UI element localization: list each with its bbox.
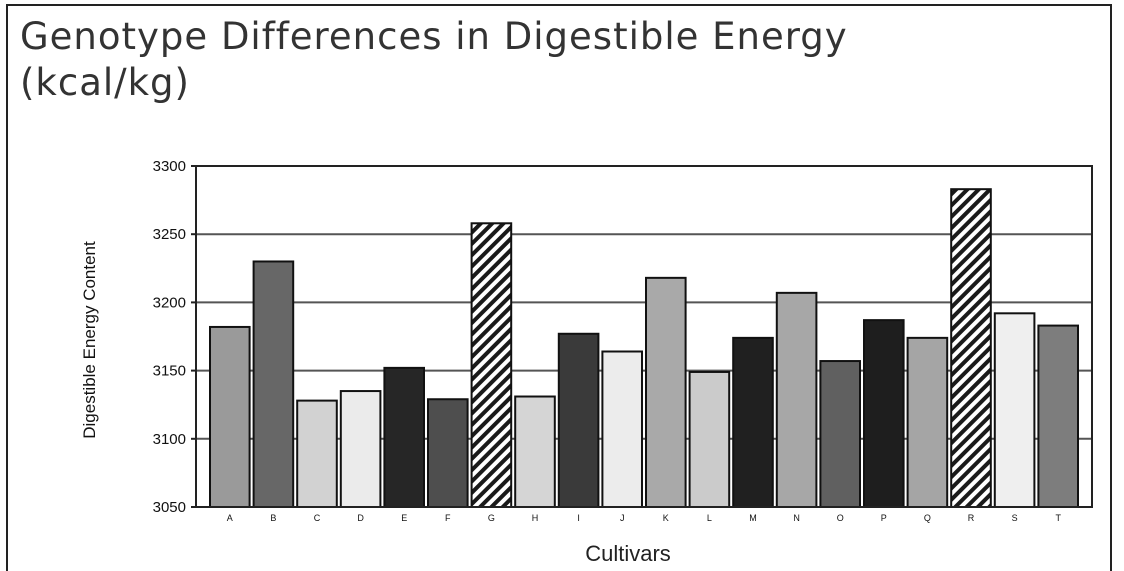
bar-d xyxy=(339,390,382,508)
bar-e xyxy=(383,366,425,509)
plot-border xyxy=(195,165,1093,508)
bar-s xyxy=(993,312,1036,509)
bar-n xyxy=(775,291,818,508)
y-tick-label: 3150 xyxy=(153,363,186,380)
y-tick-label: 3050 xyxy=(153,499,186,516)
x-tick-label: D xyxy=(357,513,364,523)
y-tick-label: 3300 xyxy=(153,158,186,175)
bar-j xyxy=(601,350,644,508)
bar-o xyxy=(819,360,862,508)
bar-a xyxy=(209,325,251,508)
x-tick-label: B xyxy=(270,513,276,523)
x-tick-label: A xyxy=(227,513,233,523)
y-tick-label: 3250 xyxy=(153,226,186,243)
bars xyxy=(209,188,1080,509)
chart-title: Genotype Differences in Digestible Energ… xyxy=(20,15,848,104)
x-tick-label: N xyxy=(793,513,800,523)
bar-c xyxy=(296,399,338,508)
bar-l xyxy=(688,370,731,508)
x-tick-label: P xyxy=(881,513,887,523)
bar-k xyxy=(645,276,687,508)
x-tick-label: C xyxy=(314,513,321,523)
x-tick-label: L xyxy=(707,513,712,523)
x-tick-label: S xyxy=(1012,513,1018,523)
bar-g xyxy=(470,222,513,508)
bar-r xyxy=(950,188,992,509)
x-tick-label: G xyxy=(488,513,495,523)
x-tick-label: Q xyxy=(924,513,931,523)
x-tick-label: E xyxy=(401,513,407,523)
bar-i xyxy=(557,332,600,508)
x-tick-label: O xyxy=(837,513,844,523)
bar-h xyxy=(514,395,556,508)
bar-b xyxy=(252,260,295,509)
bar-f xyxy=(427,398,469,508)
x-tick-label: M xyxy=(749,513,757,523)
x-tick-labels: A B C D E F G H I J K L M N O P Q R S T xyxy=(227,513,1062,523)
x-tick-label: H xyxy=(532,513,539,523)
x-tick-label: K xyxy=(663,513,669,523)
bar-q xyxy=(906,336,949,509)
bar-p xyxy=(863,319,905,508)
bar-t xyxy=(1037,324,1080,509)
y-axis-label: Digestible Energy Content xyxy=(80,241,99,439)
y-tick-labels: 3050 3100 3150 3200 3250 3300 xyxy=(153,158,186,516)
x-axis-label: Cultivars xyxy=(585,541,671,566)
axes xyxy=(191,165,1093,508)
y-tick-label: 3100 xyxy=(153,431,186,448)
x-tick-label: J xyxy=(620,513,625,523)
x-tick-label: R xyxy=(968,513,975,523)
y-tick-label: 3200 xyxy=(153,294,186,311)
chart-frame xyxy=(6,4,1112,571)
x-tick-label: F xyxy=(445,513,451,523)
x-tick-label: T xyxy=(1055,513,1061,523)
bar-m xyxy=(732,336,774,509)
x-tick-label: I xyxy=(577,513,580,523)
